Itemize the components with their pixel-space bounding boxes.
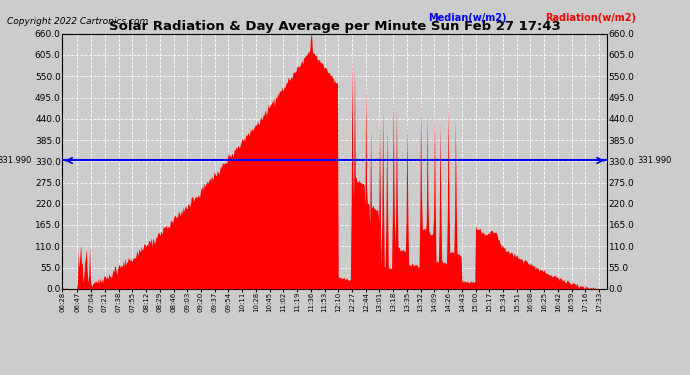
- Text: 331.990: 331.990: [637, 156, 671, 165]
- Text: 331.990: 331.990: [0, 156, 32, 165]
- Title: Solar Radiation & Day Average per Minute Sun Feb 27 17:43: Solar Radiation & Day Average per Minute…: [109, 20, 560, 33]
- Text: Median(w/m2): Median(w/m2): [428, 13, 506, 23]
- Text: Copyright 2022 Cartronics.com: Copyright 2022 Cartronics.com: [7, 17, 148, 26]
- Text: Radiation(w/m2): Radiation(w/m2): [545, 13, 636, 23]
